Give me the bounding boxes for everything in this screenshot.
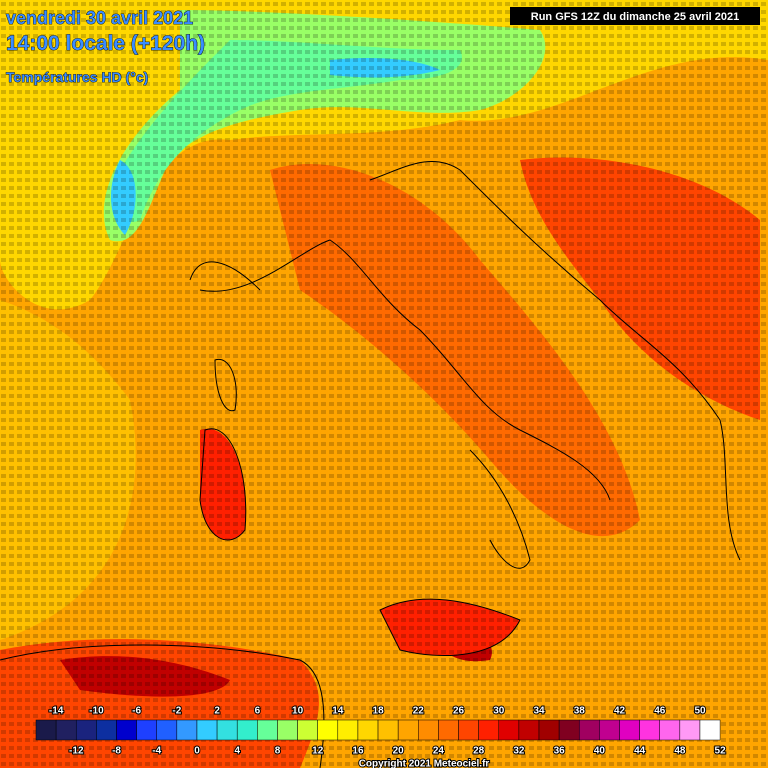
legend-swatch — [659, 719, 681, 741]
legend-swatch — [699, 719, 721, 741]
legend-label: 18 — [373, 706, 385, 717]
legend-label: -12 — [69, 746, 84, 757]
legend-label: 32 — [513, 746, 525, 757]
time: 14:00 locale (+120h) — [6, 32, 205, 55]
legend-swatch — [538, 719, 560, 741]
legend-label: 20 — [393, 746, 405, 757]
legend-label: -4 — [152, 746, 161, 757]
legend-swatch — [176, 719, 198, 741]
legend-label: 24 — [433, 746, 445, 757]
legend-swatch — [156, 719, 178, 741]
legend-swatch — [458, 719, 479, 741]
legend-label: 42 — [614, 706, 626, 717]
legend-label: -6 — [132, 706, 141, 717]
legend-swatch — [498, 719, 520, 741]
legend-label: -10 — [89, 706, 104, 717]
legend-swatch — [35, 719, 57, 741]
legend-swatch — [337, 719, 359, 741]
legend-label: 14 — [332, 706, 344, 717]
legend-label: 38 — [574, 706, 586, 717]
legend-swatch — [116, 719, 137, 741]
legend-label: 2 — [214, 706, 220, 717]
legend-swatch — [136, 719, 157, 741]
run-box — [510, 7, 760, 25]
legend-swatch — [257, 719, 278, 741]
legend-label: 30 — [493, 706, 505, 717]
legend-label: -14 — [49, 706, 64, 717]
legend-swatch — [397, 719, 419, 741]
legend-label: 26 — [453, 706, 465, 717]
legend-label: 6 — [255, 706, 261, 717]
legend-swatch — [438, 719, 459, 741]
legend-swatch — [377, 719, 399, 741]
legend-label: 48 — [674, 746, 686, 757]
legend-label: 34 — [533, 706, 545, 717]
field-name: Températures HD (°c) — [6, 69, 148, 85]
legend-label: 40 — [594, 746, 606, 757]
coastlines — [0, 161, 741, 768]
legend-label: 16 — [352, 746, 364, 757]
legend-label: 52 — [715, 746, 727, 757]
legend-swatch — [558, 719, 580, 741]
legend-swatch — [236, 719, 258, 741]
legend-swatch — [196, 719, 218, 741]
legend-label: -2 — [172, 706, 181, 717]
legend-swatch — [317, 719, 339, 741]
legend-swatch — [639, 719, 660, 741]
legend-swatch — [619, 719, 640, 741]
legend-swatch — [75, 719, 97, 741]
date: vendredi 30 avril 2021 — [6, 8, 193, 28]
legend-label: 36 — [554, 746, 566, 757]
legend: -14 -10 -6 -2 2 6 10 14 18 22 26 30 34 38 42 46 50-12 -8-… — [35, 705, 727, 758]
legend-swatch — [216, 719, 238, 741]
legend-label: 4 — [234, 746, 240, 757]
legend-swatch — [578, 719, 600, 741]
legend-swatch — [599, 719, 620, 741]
legend-label: 0 — [194, 746, 200, 757]
legend-swatch — [277, 719, 298, 741]
legend-swatch — [357, 719, 379, 741]
legend-swatch — [297, 719, 318, 741]
legend-label: -8 — [112, 746, 121, 757]
legend-label: 46 — [654, 706, 666, 717]
legend-swatch — [418, 719, 439, 741]
legend-label: 28 — [473, 746, 485, 757]
legend-swatch — [478, 719, 500, 741]
legend-swatch — [96, 719, 117, 741]
legend-label: 44 — [634, 746, 646, 757]
legend-label: 8 — [275, 746, 281, 757]
legend-label: 22 — [413, 706, 425, 717]
legend-swatch — [55, 719, 77, 741]
legend-label: 50 — [694, 706, 706, 717]
run-info: Run GFS 12Z du dimanche 25 avril 2021 — [531, 11, 739, 23]
copyright: Copyright 2021 Meteociel.fr — [359, 759, 490, 768]
legend-label: 10 — [292, 706, 304, 717]
legend-swatch — [518, 719, 540, 741]
legend-label: 12 — [312, 746, 324, 757]
legend-swatch — [679, 719, 701, 741]
